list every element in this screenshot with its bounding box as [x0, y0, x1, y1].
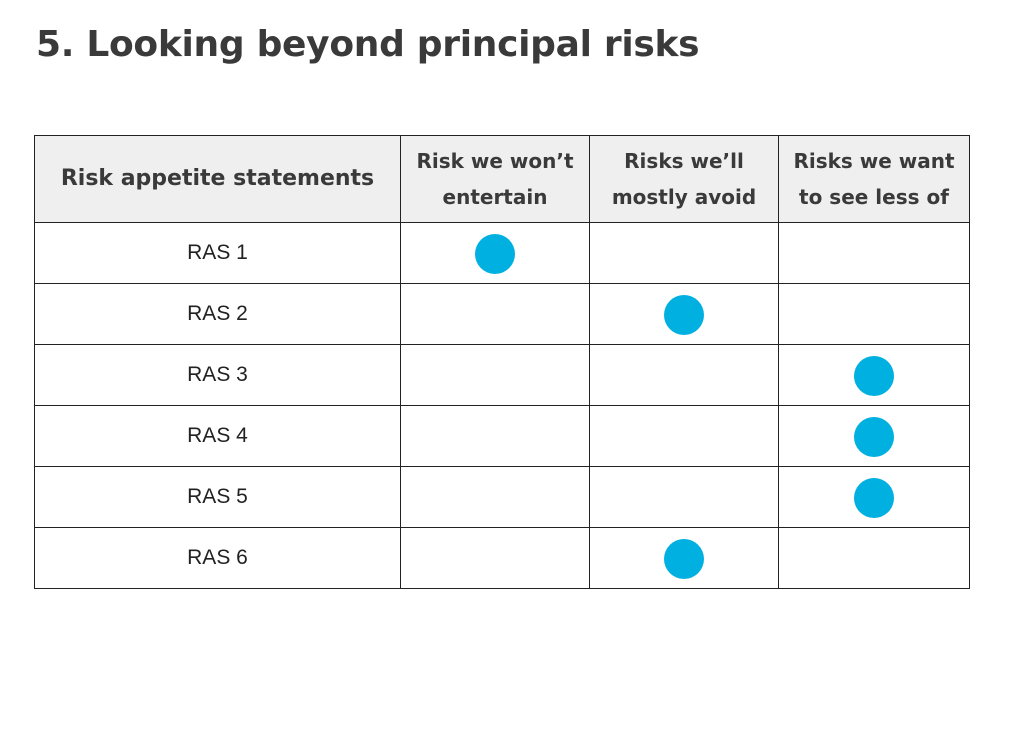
table-cell — [778, 527, 970, 589]
risk-appetite-table: Risk appetite statements Risk we won’t e… — [34, 135, 970, 589]
header-risk-appetite-statements: Risk appetite statements — [34, 135, 401, 223]
page-title: 5. Looking beyond principal risks — [36, 24, 700, 65]
table-cell — [400, 344, 590, 406]
header-risk-wont-entertain: Risk we won’t entertain — [400, 135, 590, 223]
table-cell — [400, 466, 590, 528]
header-risks-see-less-of: Risks we want to see less of — [778, 135, 970, 223]
table-cell — [778, 466, 970, 528]
table-row: RAS 4 — [34, 405, 970, 467]
blue-dot-marker — [854, 356, 894, 396]
table-row: RAS 2 — [34, 283, 970, 345]
table-cell — [589, 344, 779, 406]
table-cell — [778, 283, 970, 345]
table-cell — [589, 405, 779, 467]
table-cell — [778, 344, 970, 406]
ras-label: RAS 1 — [34, 222, 401, 284]
blue-dot-marker — [854, 417, 894, 457]
header-risks-mostly-avoid: Risks we’ll mostly avoid — [589, 135, 779, 223]
blue-dot-marker — [854, 478, 894, 518]
table-row: RAS 5 — [34, 466, 970, 528]
blue-dot-marker — [475, 234, 515, 274]
table-cell — [400, 527, 590, 589]
blue-dot-marker — [664, 295, 704, 335]
table-row: RAS 1 — [34, 222, 970, 284]
ras-label: RAS 4 — [34, 405, 401, 467]
table-cell — [400, 222, 590, 284]
blue-dot-marker — [664, 539, 704, 579]
table-row: RAS 6 — [34, 527, 970, 589]
table-row: RAS 3 — [34, 344, 970, 406]
table-cell — [400, 405, 590, 467]
ras-label: RAS 6 — [34, 527, 401, 589]
table-cell — [400, 283, 590, 345]
ras-label: RAS 5 — [34, 466, 401, 528]
table-header-row: Risk appetite statements Risk we won’t e… — [34, 135, 970, 223]
ras-label: RAS 3 — [34, 344, 401, 406]
table-cell — [589, 466, 779, 528]
table-body: RAS 1 RAS 2 RAS 3 RAS 4 RAS 5 RAS 6 — [34, 222, 970, 589]
table-cell — [589, 283, 779, 345]
table-cell — [589, 222, 779, 284]
table-cell — [778, 222, 970, 284]
table-cell — [778, 405, 970, 467]
table-cell — [589, 527, 779, 589]
ras-label: RAS 2 — [34, 283, 401, 345]
